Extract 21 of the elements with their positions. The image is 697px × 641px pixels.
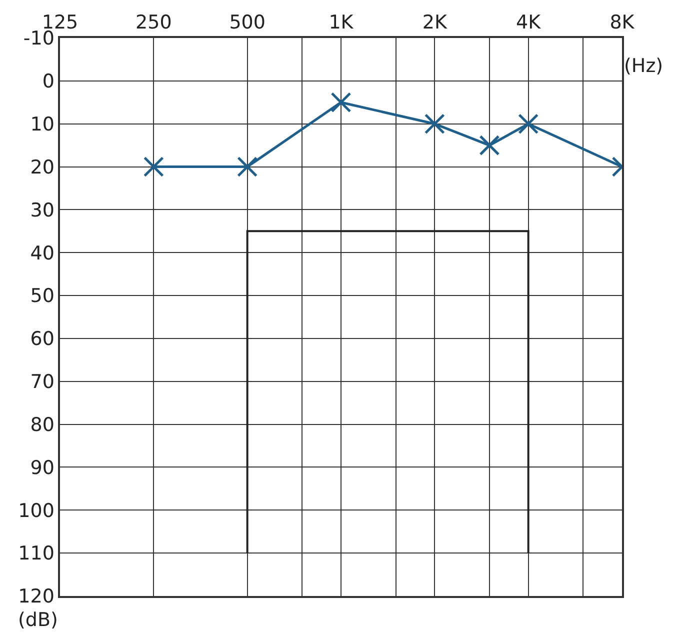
y-tick-label: 80 [30,414,54,436]
y-tick-label: 70 [30,371,54,394]
y-tick-label: 90 [30,456,54,479]
y-tick-label: 20 [30,156,54,178]
y-tick-label: 40 [30,242,54,264]
y-tick-label: 10 [30,114,54,136]
x-tick-label: 2K [422,12,448,34]
x-tick-label: 8K [610,12,635,34]
y-tick-label: 100 [18,500,54,522]
y-tick-label: 30 [30,199,54,222]
y-tick-label: 60 [30,328,54,350]
x-tick-label: 4K [516,12,542,34]
x-tick-label: 250 [136,12,172,34]
x-tick-label: 1K [328,12,354,34]
y-tick-label: 0 [42,70,54,93]
x-tick-label: 500 [229,12,266,34]
y-axis-title: (dB) [18,609,58,631]
x-axis-title: (Hz) [624,55,664,77]
y-tick-label: 50 [30,285,54,308]
y-tick-label: 120 [18,586,54,608]
y-tick-label: 110 [18,542,54,565]
